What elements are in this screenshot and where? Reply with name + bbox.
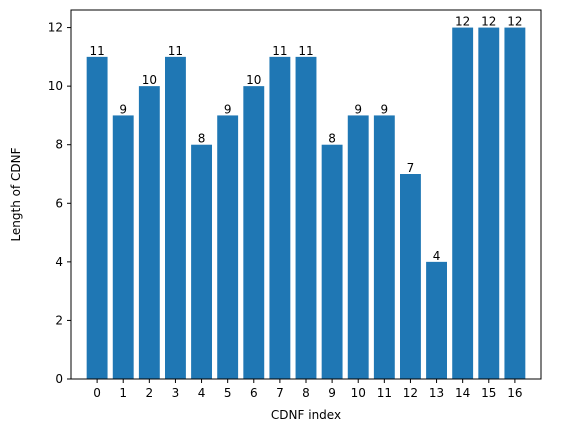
- y-tick-label-2: 2: [55, 313, 63, 327]
- bar-10: [347, 115, 369, 379]
- x-tick-label-7: 7: [276, 386, 284, 400]
- x-tick-label-10: 10: [351, 386, 366, 400]
- data-labels-group: 11 9 10 11 8 9 10 11 11 8 9 9 7 4 12 12 12: [89, 15, 522, 263]
- x-tick-label-5: 5: [224, 386, 232, 400]
- x-tick-label-1: 1: [119, 386, 127, 400]
- bar-9: [321, 144, 343, 379]
- data-label-13: 4: [433, 249, 441, 263]
- y-tick-label-8: 8: [55, 138, 63, 152]
- x-axis-ticks: 0 1 2 3 4 5 6 7 8 9 10 11 12 13 14 15 16: [93, 379, 523, 400]
- x-tick-label-14: 14: [455, 386, 470, 400]
- data-label-11: 9: [381, 102, 389, 116]
- y-tick-label-12: 12: [48, 21, 63, 35]
- data-label-9: 8: [328, 132, 336, 146]
- bar-6: [243, 86, 265, 380]
- bars-group: [86, 27, 526, 380]
- x-tick-label-3: 3: [172, 386, 180, 400]
- bar-5: [217, 115, 239, 379]
- data-label-10: 9: [354, 102, 362, 116]
- x-tick-label-0: 0: [93, 386, 101, 400]
- bar-8: [295, 56, 317, 379]
- y-tick-label-4: 4: [55, 255, 63, 269]
- data-label-1: 9: [119, 102, 127, 116]
- bar-16: [504, 27, 526, 379]
- y-tick-label-0: 0: [55, 372, 63, 386]
- bar-7: [269, 56, 291, 379]
- x-tick-label-12: 12: [403, 386, 418, 400]
- data-label-5: 9: [224, 102, 232, 116]
- x-tick-label-13: 13: [429, 386, 444, 400]
- x-tick-label-9: 9: [328, 386, 336, 400]
- data-label-4: 8: [198, 132, 206, 146]
- y-tick-label-10: 10: [48, 79, 63, 93]
- data-label-0: 11: [89, 44, 104, 58]
- data-label-16: 12: [507, 15, 522, 29]
- data-label-2: 10: [142, 73, 157, 87]
- y-tick-label-6: 6: [55, 196, 63, 210]
- x-tick-label-6: 6: [250, 386, 258, 400]
- data-label-7: 11: [272, 44, 287, 58]
- x-tick-label-2: 2: [146, 386, 154, 400]
- bar-1: [112, 115, 134, 379]
- bar-13: [426, 261, 447, 379]
- data-label-6: 10: [246, 73, 261, 87]
- x-tick-label-16: 16: [507, 386, 522, 400]
- bar-4: [191, 144, 212, 379]
- y-axis-label: Length of CDNF: [9, 147, 23, 241]
- data-label-14: 12: [455, 15, 470, 29]
- bar-2: [138, 86, 160, 380]
- x-tick-label-8: 8: [302, 386, 310, 400]
- bar-3: [165, 56, 186, 379]
- bar-15: [478, 27, 500, 379]
- data-label-15: 12: [481, 15, 496, 29]
- bar-0: [86, 56, 108, 379]
- x-tick-label-11: 11: [377, 386, 392, 400]
- x-tick-label-15: 15: [481, 386, 496, 400]
- bar-14: [452, 27, 474, 379]
- bar-11: [373, 115, 395, 379]
- data-label-12: 7: [407, 161, 415, 175]
- x-tick-label-4: 4: [198, 386, 206, 400]
- y-axis-ticks: 0 2 4 6 8 10 12: [48, 21, 71, 386]
- x-axis-label: CDNF index: [271, 408, 341, 422]
- bar-12: [400, 174, 421, 379]
- data-label-3: 11: [168, 44, 183, 58]
- data-label-8: 11: [298, 44, 313, 58]
